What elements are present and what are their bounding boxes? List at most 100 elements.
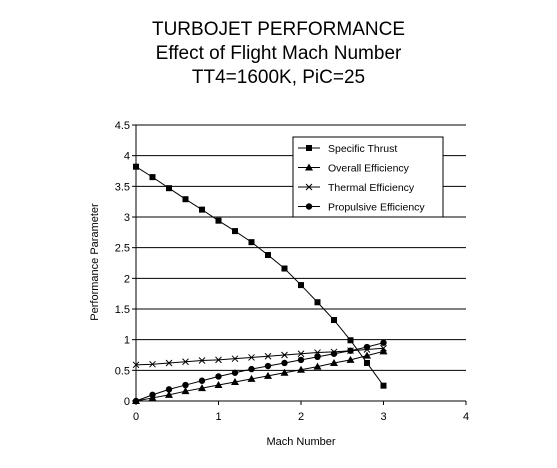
data-point-overall-efficiency bbox=[165, 390, 173, 398]
data-point-specific-thrust bbox=[281, 265, 288, 272]
x-tick-label: 4 bbox=[463, 411, 469, 423]
legend-label: Thermal Efficiency bbox=[328, 182, 415, 194]
data-point-specific-thrust bbox=[232, 228, 238, 235]
data-point-overall-efficiency bbox=[280, 368, 289, 376]
data-point-specific-thrust bbox=[149, 174, 156, 181]
data-point-specific-thrust bbox=[331, 317, 337, 324]
marker-stroke bbox=[380, 344, 387, 352]
y-tick-label: 3 bbox=[124, 212, 130, 224]
data-point-overall-efficiency bbox=[363, 351, 371, 359]
y-tick-label: 4.5 bbox=[115, 120, 130, 132]
data-point-propulsive-efficiency bbox=[248, 365, 255, 373]
marker-stroke bbox=[182, 358, 189, 366]
series-propulsive-efficiency bbox=[132, 339, 387, 405]
chart-title: TURBOJET PERFORMANCE Effect of Flight Ma… bbox=[0, 18, 557, 90]
y-tick-label: 1 bbox=[124, 335, 130, 347]
data-point-propulsive-efficiency bbox=[314, 353, 321, 361]
data-point-propulsive-efficiency bbox=[330, 350, 338, 357]
data-point-specific-thrust bbox=[199, 206, 205, 213]
data-point-propulsive-efficiency bbox=[297, 356, 305, 364]
marker-stroke bbox=[297, 350, 305, 358]
x-axis-label: Mach Number bbox=[266, 436, 335, 448]
data-point-thermal-efficiency bbox=[231, 355, 239, 363]
data-point-propulsive-efficiency bbox=[182, 381, 189, 389]
y-tick-label: 0 bbox=[124, 396, 130, 408]
chart-title-line-2: Effect of Flight Mach Number bbox=[155, 43, 402, 64]
chart-title-line-3: TT4=1600K, PiC=25 bbox=[191, 67, 366, 88]
data-point-thermal-efficiency bbox=[248, 354, 255, 361]
data-point-propulsive-efficiency bbox=[363, 343, 371, 351]
data-point-specific-thrust bbox=[215, 217, 222, 224]
data-point-specific-thrust bbox=[314, 299, 321, 306]
x-tick-label: 3 bbox=[380, 411, 386, 423]
marker-stroke bbox=[149, 360, 156, 368]
marker-stroke bbox=[165, 359, 173, 367]
marker-stroke bbox=[198, 357, 206, 364]
data-point-propulsive-efficiency bbox=[264, 362, 272, 370]
y-axis-label: Performance Parameter bbox=[89, 203, 101, 321]
data-point-specific-thrust bbox=[298, 282, 304, 289]
legend-marker bbox=[305, 203, 313, 210]
series-line-thermal-efficiency bbox=[135, 347, 384, 366]
data-point-overall-efficiency bbox=[264, 371, 272, 379]
x-tick-label: 0 bbox=[133, 411, 139, 423]
legend-entry-overall-efficiency: Overall Efficiency bbox=[298, 163, 410, 175]
series-overall-efficiency bbox=[132, 347, 388, 404]
marker-stroke bbox=[132, 361, 140, 369]
legend-label: Propulsive Efficiency bbox=[328, 202, 425, 214]
series-line-specific-thrust bbox=[135, 166, 384, 386]
data-point-overall-efficiency bbox=[181, 387, 190, 395]
y-tick-label: 4 bbox=[124, 151, 130, 163]
marker-stroke bbox=[281, 351, 288, 359]
data-point-overall-efficiency bbox=[313, 362, 322, 370]
data-point-propulsive-efficiency bbox=[231, 369, 239, 376]
series-line-overall-efficiency bbox=[135, 350, 384, 402]
data-point-overall-efficiency bbox=[198, 384, 206, 392]
data-point-overall-efficiency bbox=[346, 355, 355, 363]
legend-marker bbox=[306, 145, 312, 151]
marker-stroke bbox=[264, 352, 272, 360]
data-point-specific-thrust bbox=[182, 196, 189, 203]
data-point-overall-efficiency bbox=[214, 381, 223, 389]
data-point-specific-thrust bbox=[265, 252, 271, 259]
data-point-thermal-efficiency bbox=[149, 360, 156, 368]
data-point-thermal-efficiency bbox=[380, 344, 387, 352]
data-point-propulsive-efficiency bbox=[215, 373, 222, 380]
x-tick-label: 2 bbox=[298, 411, 304, 423]
legend-entry-specific-thrust: Specific Thrust bbox=[298, 143, 397, 155]
data-point-propulsive-efficiency bbox=[380, 339, 387, 346]
marker-stroke bbox=[248, 354, 255, 361]
data-point-propulsive-efficiency bbox=[149, 391, 156, 399]
data-point-overall-efficiency bbox=[330, 358, 338, 366]
data-point-thermal-efficiency bbox=[281, 351, 288, 359]
data-point-propulsive-efficiency bbox=[198, 377, 206, 384]
data-point-thermal-efficiency bbox=[132, 361, 140, 369]
data-point-thermal-efficiency bbox=[297, 350, 305, 358]
legend-label: Specific Thrust bbox=[328, 143, 397, 155]
data-point-thermal-efficiency bbox=[198, 357, 206, 364]
legend-marker bbox=[305, 163, 313, 171]
data-point-specific-thrust bbox=[347, 337, 354, 344]
data-point-thermal-efficiency bbox=[264, 352, 272, 360]
data-point-overall-efficiency bbox=[379, 347, 388, 355]
legend-entry-propulsive-efficiency: Propulsive Efficiency bbox=[298, 202, 425, 214]
y-tick-label: 2.5 bbox=[115, 243, 130, 255]
data-point-specific-thrust bbox=[133, 163, 139, 170]
data-point-thermal-efficiency bbox=[215, 356, 222, 364]
data-point-propulsive-efficiency bbox=[165, 386, 173, 393]
legend-box bbox=[292, 136, 444, 218]
series-group bbox=[132, 163, 388, 405]
y-tick-label: 0.5 bbox=[115, 365, 130, 377]
marker-stroke bbox=[215, 356, 222, 364]
data-point-propulsive-efficiency bbox=[347, 347, 354, 354]
axes: 0 0.5 1 1.5 2 2.5 3 3.5 4 4.5 0 1 2 3 4 bbox=[115, 120, 469, 423]
data-point-specific-thrust bbox=[248, 239, 255, 246]
data-point-specific-thrust bbox=[166, 185, 172, 192]
data-point-propulsive-efficiency bbox=[281, 359, 288, 367]
data-point-overall-efficiency bbox=[231, 377, 239, 385]
data-point-thermal-efficiency bbox=[182, 358, 189, 366]
data-point-propulsive-efficiency bbox=[132, 397, 140, 405]
y-tick-label: 3.5 bbox=[115, 181, 130, 193]
data-point-specific-thrust bbox=[364, 359, 370, 366]
